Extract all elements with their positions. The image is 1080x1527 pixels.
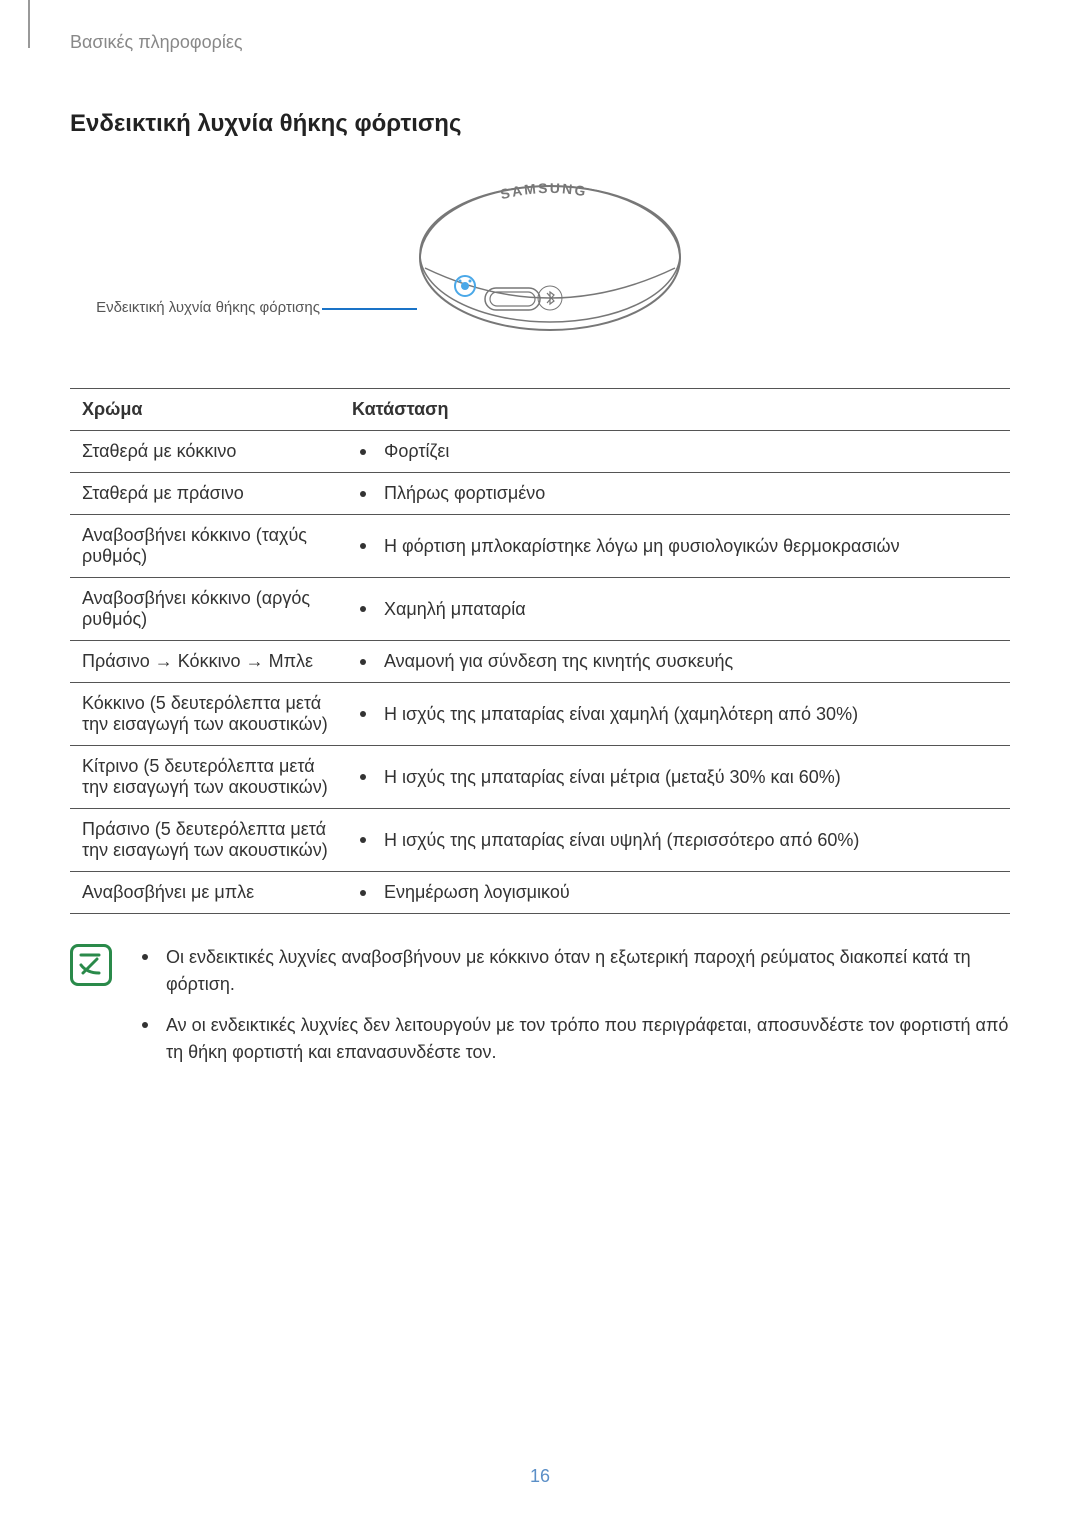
table-row: Αναβοσβήνει με μπλε Ενημέρωση λογισμικού (70, 872, 1010, 914)
table-row: Σταθερά με κόκκινο Φορτίζει (70, 431, 1010, 473)
header-side-line (28, 0, 30, 48)
page-number: 16 (0, 1466, 1080, 1487)
note-item: Οι ενδεικτικές λυχνίες αναβοσβήνουν με κ… (142, 944, 1010, 998)
table-row: Κόκκινο (5 δευτερόλεπτα μετά την εισαγωγ… (70, 683, 1010, 746)
notes-list: Οι ενδεικτικές λυχνίες αναβοσβήνουν με κ… (142, 944, 1010, 1080)
table-row: Πράσινο → Κόκκινο → Μπλε Αναμονή για σύνδ… (70, 641, 1010, 683)
bullet-icon (360, 774, 366, 780)
bullet-icon (360, 659, 366, 665)
status-text: Ενημέρωση λογισμικού (384, 882, 570, 903)
page-content: Ενδεικτική λυχνία θήκης φόρτισης SAMSUNG (0, 0, 1080, 1080)
svg-text:SAMSUNG: SAMSUNG (499, 180, 589, 202)
status-text: Χαμηλή μπαταρία (384, 599, 526, 620)
table-cell-color: Αναβοσβήνει με μπλε (70, 872, 340, 914)
status-text: Η ισχύς της μπαταρίας είναι μέτρια (μετα… (384, 767, 841, 788)
note-item: Αν οι ενδεικτικές λυχνίες δεν λειτουργού… (142, 1012, 1010, 1066)
table-cell-status: Πλήρως φορτισμένο (340, 473, 1010, 515)
figure-caption: Ενδεικτική λυχνία θήκης φόρτισης (70, 298, 320, 318)
bullet-icon (360, 711, 366, 717)
note-text: Αν οι ενδεικτικές λυχνίες δεν λειτουργού… (166, 1012, 1010, 1066)
table-cell-color: Πράσινο → Κόκκινο → Μπλε (70, 641, 340, 683)
table-cell-status: Η ισχύς της μπαταρίας είναι χαμηλή (χαμη… (340, 683, 1010, 746)
status-text: Φορτίζει (384, 441, 449, 462)
table-cell-status: Η φόρτιση μπλοκαρίστηκε λόγω μη φυσιολογ… (340, 515, 1010, 578)
table-cell-color: Σταθερά με κόκκινο (70, 431, 340, 473)
table-row: Κίτρινο (5 δευτερόλεπτα μετά την εισαγωγ… (70, 746, 1010, 809)
table-cell-status: Η ισχύς της μπαταρίας είναι μέτρια (μετα… (340, 746, 1010, 809)
status-text: Η φόρτιση μπλοκαρίστηκε λόγω μη φυσιολογ… (384, 536, 900, 557)
status-text: Η ισχύς της μπαταρίας είναι υψηλή (περισ… (384, 830, 859, 851)
bullet-icon (360, 543, 366, 549)
table-cell-status: Χαμηλή μπαταρία (340, 578, 1010, 641)
notes-block: Οι ενδεικτικές λυχνίες αναβοσβήνουν με κ… (70, 944, 1010, 1080)
table-cell-status: Η ισχύς της μπαταρίας είναι υψηλή (περισ… (340, 809, 1010, 872)
table-row: Αναβοσβήνει κόκκινο (αργός ρυθμός) Χαμηλή… (70, 578, 1010, 641)
table-cell-color: Αναβοσβήνει κόκκινο (αργός ρυθμός) (70, 578, 340, 641)
table-cell-color: Κόκκινο (5 δευτερόλεπτα μετά την εισαγωγ… (70, 683, 340, 746)
bullet-icon (142, 1022, 148, 1028)
status-text: Η ισχύς της μπαταρίας είναι χαμηλή (χαμη… (384, 704, 858, 725)
table-row: Σταθερά με πράσινο Πλήρως φορτισμένο (70, 473, 1010, 515)
bullet-icon (360, 837, 366, 843)
table-cell-color: Σταθερά με πράσινο (70, 473, 340, 515)
bullet-icon (142, 954, 148, 960)
table-cell-color: Πράσινο (5 δευτερόλεπτα μετά την εισαγωγ… (70, 809, 340, 872)
table-row: Αναβοσβήνει κόκκινο (ταχύς ρυθμός) Η φόρτ… (70, 515, 1010, 578)
bullet-icon (360, 606, 366, 612)
table-cell-status: Ενημέρωση λογισμικού (340, 872, 1010, 914)
figure-leader-line (322, 308, 417, 310)
table-cell-color: Αναβοσβήνει κόκκινο (ταχύς ρυθμός) (70, 515, 340, 578)
section-title: Ενδεικτική λυχνία θήκης φόρτισης (70, 110, 1010, 138)
breadcrumb: Βασικές πληροφορίες (70, 32, 243, 53)
table-cell-status: Αναμονή για σύνδεση της κινητής συσκευής (340, 641, 1010, 683)
bullet-icon (360, 449, 366, 455)
charging-case-svg: SAMSUNG (380, 168, 700, 348)
status-table: Χρώμα Κατάσταση Σταθερά με κόκκινο Φορτίζ… (70, 388, 1010, 914)
table-cell-status: Φορτίζει (340, 431, 1010, 473)
table-cell-color: Κίτρινο (5 δευτερόλεπτα μετά την εισαγωγ… (70, 746, 340, 809)
bullet-icon (360, 890, 366, 896)
table-row: Πράσινο (5 δευτερόλεπτα μετά την εισαγωγ… (70, 809, 1010, 872)
table-header-status: Κατάσταση (340, 389, 1010, 431)
status-text: Αναμονή για σύνδεση της κινητής συσκευής (384, 651, 733, 672)
bullet-icon (360, 491, 366, 497)
brand-text: SAMSUNG (499, 180, 589, 202)
table-header-color: Χρώμα (70, 389, 340, 431)
note-icon (70, 944, 112, 986)
charging-case-figure: SAMSUNG Ενδεικτική λυχνία θήκης φόρτισης (70, 168, 1010, 358)
status-text: Πλήρως φορτισμένο (384, 483, 545, 504)
note-text: Οι ενδεικτικές λυχνίες αναβοσβήνουν με κ… (166, 944, 1010, 998)
